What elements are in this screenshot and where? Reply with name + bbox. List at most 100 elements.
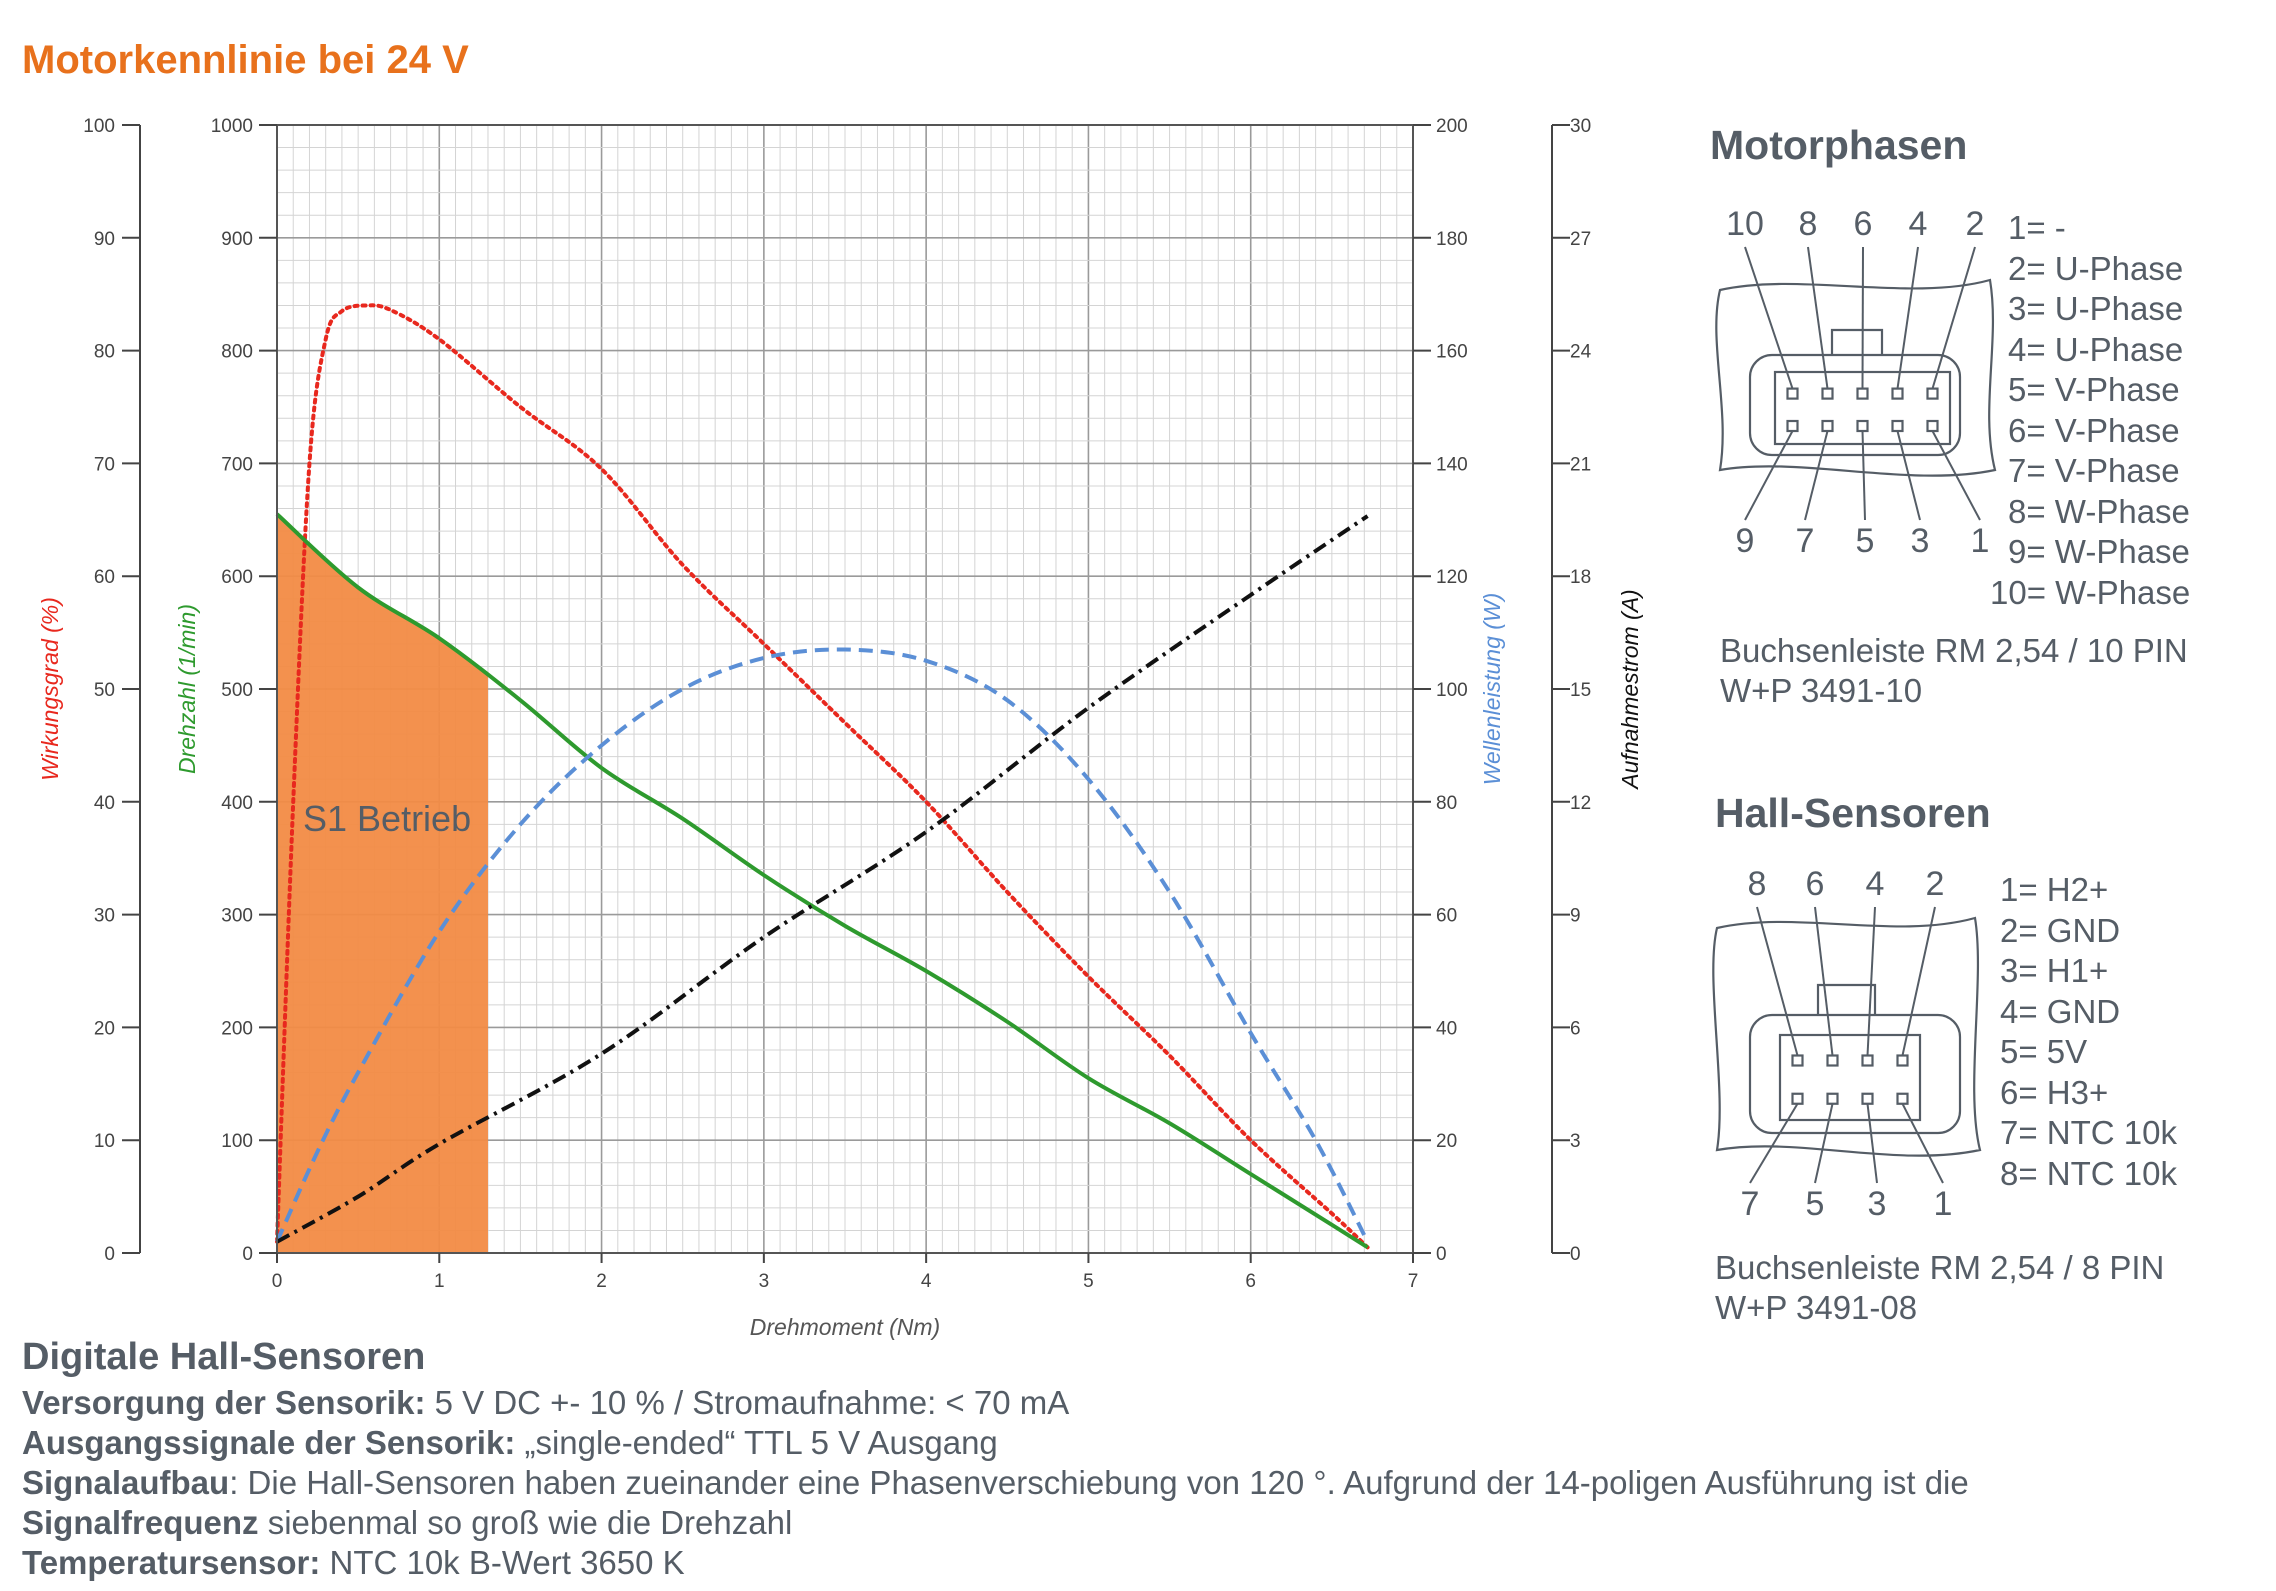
x-tick-label: 0: [272, 1271, 283, 1292]
speed-tick-label: 1000: [211, 116, 253, 137]
s1-region-label: S1 Betrieb: [303, 798, 471, 839]
power-tick-label: 20: [1436, 1131, 1457, 1152]
spec-label: Versorgung der Sensorik:: [22, 1384, 426, 1421]
speed-tick-label: 500: [221, 680, 253, 701]
hall-caption-line2: W+P 3491-08: [1715, 1289, 1918, 1326]
hall-legend-item: 1= H2+: [2000, 871, 2109, 908]
curr-tick-label: 24: [1570, 342, 1592, 363]
spec-value: siebenmal so groß wie die Drehzahl: [258, 1504, 793, 1541]
eff-tick-label: 80: [94, 342, 115, 363]
x-tick-label: 7: [1408, 1271, 1419, 1292]
pin-number: 2: [1966, 205, 1985, 243]
spec-label: Signalaufbau: [22, 1464, 230, 1501]
power-axis-title: Wellenleistung (W): [1479, 593, 1505, 786]
motorphasen-legend-item: 2= U-Phase: [2008, 249, 2184, 287]
hall-caption: Buchsenleiste RM 2,54 / 8 PIN W+P 3491-0…: [1715, 1248, 2164, 1328]
motorphasen-legend-item: 3= U-Phase: [2008, 290, 2184, 327]
motorphasen-caption-line2: W+P 3491-10: [1720, 672, 1923, 709]
motorphasen-connector: 10 8 6 4 2 9 7 5 3 1: [1715, 205, 1997, 560]
power-tick-label: 60: [1436, 906, 1457, 927]
power-tick-label: 180: [1436, 229, 1468, 250]
series-eff: [275, 303, 1370, 1250]
power-tick-label: 80: [1436, 793, 1457, 814]
speed-tick-label: 900: [221, 229, 253, 250]
spec-label: Signalfrequenz: [22, 1504, 259, 1541]
pin-number: 3: [1868, 1185, 1887, 1223]
hall-caption-line1: Buchsenleiste RM 2,54 / 8 PIN: [1715, 1249, 2165, 1286]
speed-tick-label: 400: [221, 793, 253, 814]
x-tick-label: 5: [1083, 1271, 1094, 1292]
curr-tick-label: 6: [1570, 1018, 1581, 1039]
series-speed: [275, 512, 1369, 1250]
pin-number: 7: [1741, 1185, 1760, 1223]
curr-tick-label: 18: [1570, 567, 1591, 588]
spec-lines: Versorgung der Sensorik: 5 V DC +- 10 % …: [22, 1383, 2252, 1583]
spec-label: Ausgangssignale der Sensorik:: [22, 1424, 516, 1461]
x-tick-label: 6: [1245, 1271, 1256, 1292]
spec-value: „single-ended“ TTL 5 V Ausgang: [515, 1424, 998, 1461]
x-tick-label: 2: [596, 1271, 607, 1292]
spec-value: 5 V DC +- 10 % / Stromaufnahme: < 70 mA: [425, 1384, 1070, 1421]
speed-tick-label: 700: [221, 454, 253, 475]
hall-sensoren-title: Hall-Sensoren: [1715, 790, 1991, 836]
x-axis-label: Drehmoment (Nm): [750, 1314, 940, 1340]
hall-legend-item: 5= 5V: [2000, 1033, 2088, 1070]
eff-tick-label: 40: [94, 793, 115, 814]
curr-axis-title: Aufnahmestrom (A): [1617, 589, 1643, 790]
power-tick-label: 200: [1436, 116, 1468, 137]
eff-tick-label: 0: [104, 1244, 115, 1265]
motorphasen-legend-item: 1= -: [2008, 209, 2066, 246]
motorphasen-legend-item: 5= V-Phase: [2008, 371, 2180, 408]
pin-number: 5: [1856, 522, 1875, 560]
curr-tick-label: 27: [1570, 229, 1591, 250]
x-tick-label: 1: [434, 1271, 445, 1292]
motorphasen-caption: Buchsenleiste RM 2,54 / 10 PIN W+P 3491-…: [1720, 631, 2188, 711]
hall-connector: 8 6 4 2 7 5 3 1: [1712, 865, 1982, 1223]
eff-tick-label: 30: [94, 906, 115, 927]
curr-tick-label: 21: [1570, 454, 1591, 475]
pin-number: 6: [1854, 205, 1873, 243]
speed-tick-label: 200: [221, 1018, 253, 1039]
pin-number: 6: [1806, 865, 1825, 903]
curr-tick-label: 9: [1570, 906, 1581, 927]
hall-legend-item: 3= H1+: [2000, 952, 2109, 989]
pin-number: 8: [1748, 865, 1767, 903]
speed-axis-title: Drehzahl (1/min): [174, 604, 200, 774]
pin-number: 1: [1971, 522, 1990, 560]
spec-value: : Die Hall-Sensoren haben zueinander ein…: [229, 1464, 1969, 1501]
hall-legend-item: 8= NTC 10k: [2000, 1154, 2177, 1192]
eff-tick-label: 90: [94, 229, 115, 250]
spec-label: Temperatursensor:: [22, 1544, 321, 1581]
pin-number: 9: [1736, 522, 1755, 560]
hall-legend-item: 2= GND: [2000, 911, 2121, 949]
spec-line: Signalaufbau: Die Hall-Sensoren haben zu…: [22, 1463, 2252, 1503]
spec-line: Temperatursensor: NTC 10k B-Wert 3650 K: [22, 1543, 2252, 1583]
motorphasen-legend-item: 7= V-Phase: [2008, 452, 2180, 489]
motorphasen-legend-item: 10= W-Phase: [1990, 573, 2191, 611]
curr-tick-label: 0: [1570, 1244, 1581, 1265]
pin-number: 7: [1796, 522, 1815, 560]
pin-number: 10: [1726, 205, 1764, 243]
curr-tick-label: 30: [1570, 116, 1591, 137]
curr-tick-label: 12: [1570, 793, 1591, 814]
power-tick-label: 120: [1436, 567, 1468, 588]
spec-heading: Digitale Hall-Sensoren: [22, 1336, 426, 1378]
motorphasen-legend-item: 4= U-Phase: [2008, 330, 2184, 368]
speed-tick-label: 600: [221, 567, 253, 588]
speed-tick-label: 800: [221, 342, 253, 363]
hall-legend-item: 7= NTC 10k: [2000, 1114, 2177, 1151]
power-tick-label: 140: [1436, 454, 1468, 475]
motorphasen-legend-item: 9= W-Phase: [2008, 533, 2190, 570]
x-tick-label: 4: [921, 1271, 932, 1292]
pin-number: 8: [1799, 205, 1818, 243]
pin-number: 1: [1934, 1185, 1953, 1223]
motorphasen-legend-item: 6= V-Phase: [2008, 411, 2180, 449]
pin-number: 3: [1911, 522, 1930, 560]
curr-tick-label: 15: [1570, 680, 1591, 701]
motorphasen-title: Motorphasen: [1710, 122, 1968, 168]
eff-tick-label: 10: [94, 1131, 115, 1152]
motorphasen-legend-item: 8= W-Phase: [2008, 492, 2190, 530]
eff-tick-label: 100: [83, 116, 115, 137]
